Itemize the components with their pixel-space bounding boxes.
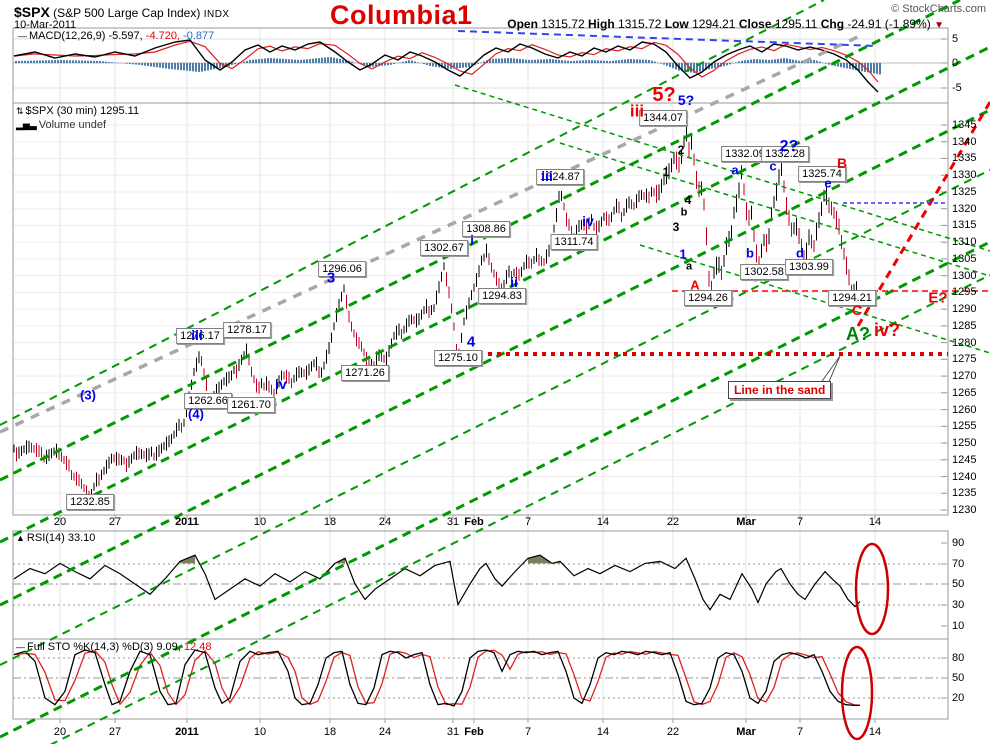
panel-border [12,530,949,640]
trendline [0,45,990,544]
trendline [639,244,990,354]
trendline [559,142,990,277]
trendline [49,274,990,744]
panel-border [12,638,949,720]
highlight-ellipse [840,645,874,741]
rsi-line [13,554,861,611]
trendline [0,33,863,434]
macd-signal-line [13,40,879,83]
trendline [0,169,990,666]
sto-k-line [13,649,860,707]
callout-tail [819,355,841,385]
trendline [0,108,990,607]
trendline [0,0,825,426]
highlight-ellipse [854,542,890,636]
macd-line [13,39,879,93]
rsi-overbought-fill [528,555,560,564]
trendline [454,84,990,252]
sto-d-line [13,649,861,706]
trendline [0,240,990,739]
panel-border [12,102,949,516]
trendline [856,101,990,327]
trendline [457,30,878,47]
